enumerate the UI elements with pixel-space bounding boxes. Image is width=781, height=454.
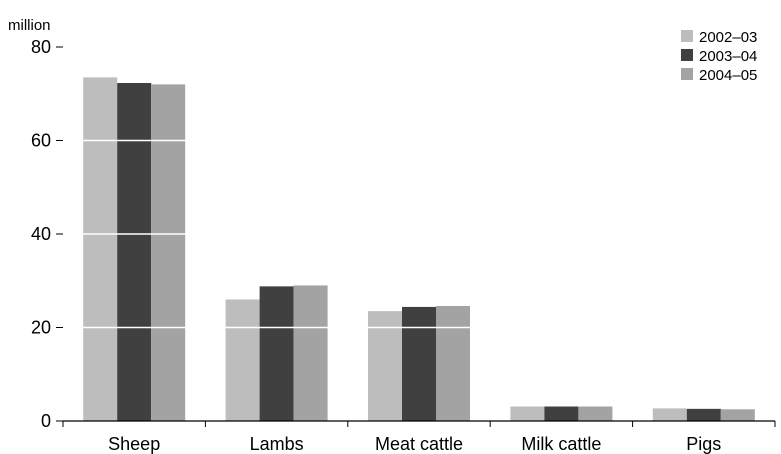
x-tick-label: Lambs: [250, 434, 304, 454]
legend-label: 2004–05: [699, 67, 757, 84]
bar-pigs-series-3: [720, 409, 755, 421]
x-tick-label: Meat cattle: [375, 434, 463, 454]
bar-milk-cattle-series-3: [578, 406, 613, 421]
y-axis-unit-label: million: [8, 17, 51, 34]
bar-milk-cattle-series-2: [544, 406, 579, 421]
bar-sheep-series-1: [83, 77, 118, 421]
bar-lambs-series-2: [259, 286, 294, 421]
bar-sheep-series-3: [151, 84, 186, 422]
legend-swatch: [681, 49, 693, 61]
bar-meat-cattle-series-2: [402, 306, 436, 421]
bar-pigs-series-1: [652, 408, 687, 421]
legend-label: 2003–04: [699, 48, 757, 65]
legend-swatch: [681, 30, 693, 42]
y-tick-label: 80: [31, 37, 51, 57]
y-tick-label: 40: [31, 224, 51, 244]
legend-swatch: [681, 68, 693, 80]
bar-pigs-series-2: [686, 408, 721, 421]
legend-label: 2002–03: [699, 29, 757, 46]
legend: 2002–03 2003–04 2004–05: [681, 29, 757, 84]
axes-group: Sheep Lambs Meat cattle Milk cattle Pigs 0 20 4…: [31, 37, 776, 454]
bar-milk-cattle-series-1: [510, 406, 545, 421]
bar-lambs-series-1: [225, 299, 260, 421]
y-tick-label: 20: [31, 318, 51, 338]
bar-meat-cattle-series-1: [368, 311, 402, 421]
y-tick-label: 0: [41, 411, 51, 431]
gridlines-group: [63, 139, 775, 329]
bar-meat-cattle-series-3: [436, 305, 470, 421]
bar-lambs-series-3: [293, 285, 328, 421]
x-tick-label: Sheep: [108, 434, 160, 454]
y-tick-label: 60: [31, 131, 51, 151]
bars-group: [83, 77, 755, 422]
x-tick-label: Pigs: [686, 434, 721, 454]
x-tick-label: Milk cattle: [521, 434, 601, 454]
bar-sheep-series-2: [117, 82, 152, 421]
